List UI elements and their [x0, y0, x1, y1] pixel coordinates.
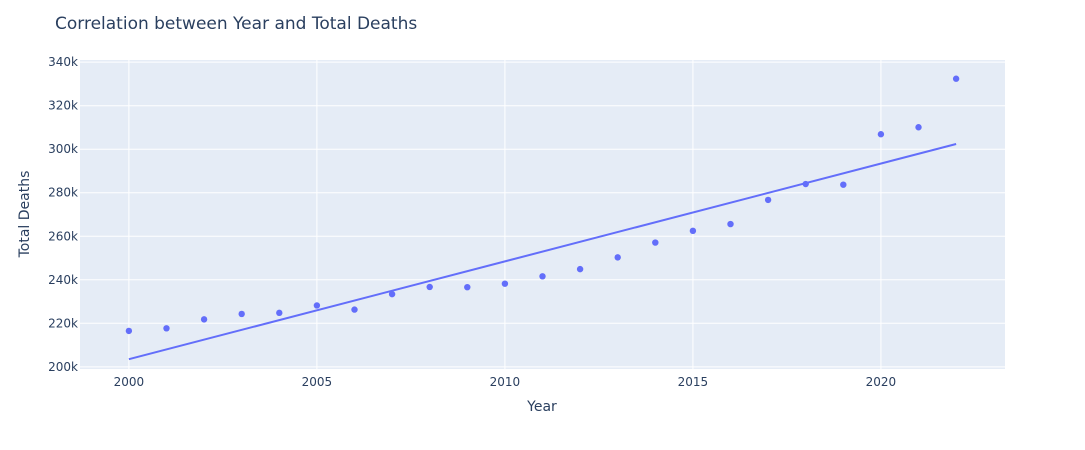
x-axis-title: Year — [526, 399, 557, 415]
data-point[interactable] — [238, 310, 245, 318]
data-point[interactable] — [576, 265, 584, 273]
data-point[interactable] — [877, 131, 885, 138]
x-tick-label: 2015 — [678, 375, 709, 389]
data-point[interactable] — [388, 290, 396, 298]
data-point[interactable] — [163, 325, 170, 332]
data-points — [125, 75, 960, 335]
data-point[interactable] — [652, 239, 659, 246]
y-tick-label: 340k — [48, 55, 78, 69]
data-point[interactable] — [614, 254, 621, 261]
data-point[interactable] — [464, 283, 471, 291]
trend-line — [128, 143, 957, 361]
y-tick-label: 200k — [48, 360, 78, 374]
data-point[interactable] — [276, 309, 283, 317]
data-point[interactable] — [802, 180, 809, 188]
data-point[interactable] — [200, 316, 208, 323]
y-tick-label: 300k — [48, 142, 78, 156]
x-tick-label: 2010 — [490, 375, 521, 389]
y-axis-title: Total Deaths — [17, 171, 33, 259]
y-tick-label: 320k — [48, 99, 78, 113]
y-tick-label: 240k — [48, 273, 78, 287]
data-point[interactable] — [727, 220, 734, 228]
data-point[interactable] — [952, 75, 960, 82]
data-point[interactable] — [764, 196, 772, 204]
data-point[interactable] — [351, 306, 358, 313]
data-point[interactable] — [426, 283, 433, 291]
trend-line-layer — [128, 143, 957, 361]
chart-title: Correlation between Year and Total Death… — [55, 14, 417, 34]
y-tick-label: 260k — [48, 229, 78, 243]
x-tick-label: 2000 — [114, 375, 145, 389]
data-point[interactable] — [313, 302, 321, 309]
data-point[interactable] — [915, 124, 922, 131]
data-point[interactable] — [689, 227, 697, 235]
axis-ticks: 2000 2005 2010 2015 2020 200k 220k 240k 260k 280k… — [48, 55, 896, 389]
data-point[interactable] — [501, 280, 509, 287]
data-point[interactable] — [125, 327, 133, 335]
plot-area — [80, 60, 1005, 369]
data-point[interactable] — [539, 273, 546, 280]
x-tick-label: 2020 — [866, 375, 897, 389]
data-point[interactable] — [840, 181, 847, 188]
y-tick-label: 280k — [48, 186, 78, 200]
y-tick-label: 220k — [48, 316, 78, 330]
grid-lines — [80, 60, 1005, 369]
x-tick-label: 2005 — [302, 375, 333, 389]
